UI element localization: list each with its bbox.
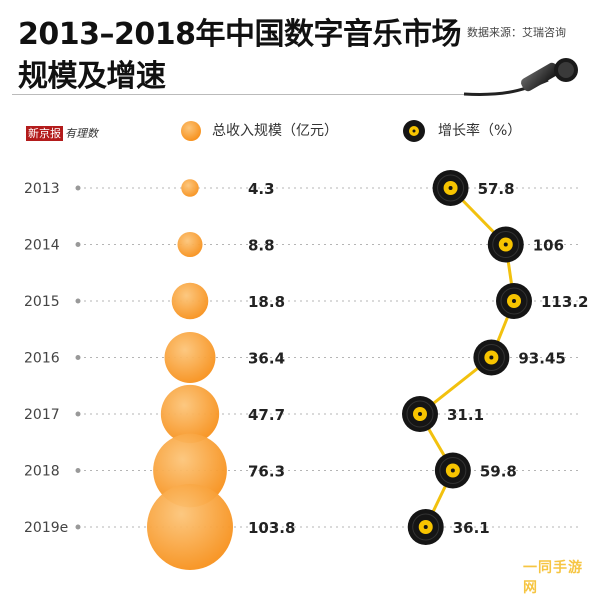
chart-canvas: 2013 2014 2015 2016 2017 2018 2019e 4.3 8.8 18.8 3…	[24, 58, 588, 570]
growth-record-point	[407, 509, 444, 545]
guide-dot	[75, 298, 81, 304]
growth-record-point	[432, 170, 469, 206]
revenue-bubble	[181, 179, 199, 197]
year-label: 2015	[24, 294, 60, 310]
growth-record-point	[473, 339, 510, 376]
legend-marker-record	[403, 120, 425, 142]
revenue-bubble	[177, 231, 203, 258]
revenue-bubble	[160, 384, 220, 444]
year-label: 2016	[24, 351, 60, 367]
growth-value-label: 106	[533, 237, 564, 255]
guide-dot	[75, 468, 81, 473]
guide-dot	[75, 524, 81, 530]
guide-dot	[75, 411, 81, 417]
revenue-bubble	[147, 484, 233, 570]
microphone-icon	[463, 58, 578, 96]
growth-value-label: 113.2	[541, 293, 588, 311]
guide-dot	[75, 355, 81, 360]
growth-record-point	[496, 283, 532, 319]
revenue-value-label: 76.3	[248, 463, 285, 481]
chart-title: 2013–2018年中国数字音乐市场 规模及增速	[18, 14, 462, 98]
growth-value-label: 59.8	[480, 463, 517, 481]
growth-value-label: 57.8	[478, 180, 515, 198]
revenue-bubble	[171, 282, 209, 320]
growth-record-point	[487, 226, 524, 263]
growth-record-point	[402, 396, 438, 432]
title-line-2: 规模及增速	[18, 59, 166, 94]
growth-record-point	[434, 452, 471, 489]
guide-dot	[75, 242, 81, 247]
year-label: 2019e	[24, 520, 68, 536]
legend-label-growth: 增长率（%）	[438, 123, 522, 139]
brand-name-1: 新京报	[26, 126, 63, 141]
source-note: 数据来源：艾瑞咨询	[467, 26, 566, 39]
year-label: 2013	[24, 181, 60, 197]
guide-dot	[75, 185, 81, 191]
year-label: 2017	[24, 407, 60, 423]
title-line-1: 2013–2018年中国数字音乐市场	[18, 17, 462, 52]
revenue-value-label: 47.7	[248, 406, 285, 424]
revenue-bubble	[164, 332, 216, 383]
revenue-value-label: 8.8	[248, 237, 275, 255]
growth-value-label: 36.1	[453, 519, 490, 537]
legend-item-growth: 增长率（%）	[438, 120, 521, 140]
brand-logo: 新京报 有理数	[26, 125, 98, 141]
legend-label-revenue: 总收入规模（亿元）	[212, 123, 338, 139]
growth-value-label: 31.1	[447, 406, 484, 424]
legend-item-revenue: 总收入规模（亿元）	[212, 120, 338, 140]
brand-name-2: 有理数	[65, 127, 98, 140]
revenue-value-label: 103.8	[248, 519, 295, 537]
revenue-value-label: 18.8	[248, 293, 285, 311]
year-label: 2014	[24, 238, 60, 254]
microphone-cable-decoration	[12, 94, 464, 95]
revenue-value-label: 4.3	[248, 180, 275, 198]
year-label: 2018	[24, 464, 60, 480]
watermark: 一同手游网	[523, 560, 583, 596]
legend-marker-bubble	[181, 121, 201, 141]
growth-value-label: 93.45	[518, 350, 565, 368]
revenue-value-label: 36.4	[248, 350, 285, 368]
